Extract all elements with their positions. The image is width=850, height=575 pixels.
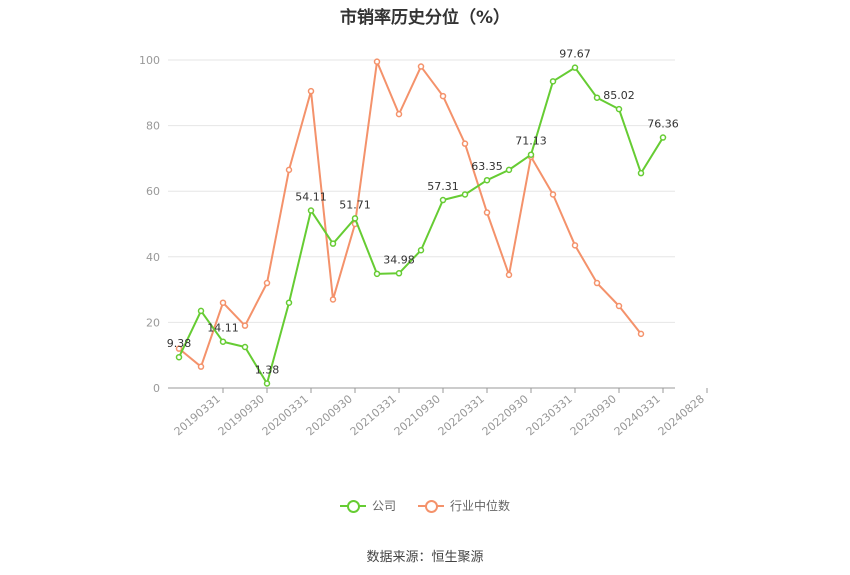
data-point-company <box>219 338 227 345</box>
series-line-company <box>178 66 664 385</box>
data-point-industry <box>241 322 249 329</box>
data-label: 57.31 <box>427 180 459 193</box>
data-point-industry <box>483 209 491 216</box>
data-point-company <box>351 215 359 222</box>
data-point-company <box>571 64 579 71</box>
series-line-industry <box>178 60 642 368</box>
data-point-industry <box>505 271 513 279</box>
chart-legend: 公司 行业中位数 <box>0 497 850 514</box>
data-point-industry <box>461 140 469 147</box>
x-tick-label: 20210331 <box>348 392 399 438</box>
data-point-industry <box>417 63 425 70</box>
legend-marker-company <box>339 499 366 513</box>
data-point-company <box>439 196 447 204</box>
data-source-note: 数据来源：恒生聚源 <box>366 550 484 565</box>
data-point-company <box>659 134 667 141</box>
data-point-industry <box>571 242 579 249</box>
data-point-company <box>593 94 601 101</box>
line-chart: 0 20 40 60 80 100 2019033120190930202003312020… <box>139 48 708 438</box>
data-point-industry <box>263 279 271 287</box>
data-point-company <box>285 299 293 306</box>
data-point-industry <box>395 110 403 118</box>
data-point-company <box>637 169 645 177</box>
data-label: 34.98 <box>383 253 415 266</box>
x-tick-label: 20230930 <box>568 392 619 438</box>
x-tick-label: 20230331 <box>524 392 575 438</box>
y-tick-label: 40 <box>146 251 160 264</box>
data-point-company <box>395 270 403 277</box>
y-tick-label: 0 <box>153 382 160 395</box>
data-point-industry <box>175 345 183 352</box>
x-tick-label: 20220930 <box>480 392 531 438</box>
data-label: 85.02 <box>603 89 635 102</box>
data-label: 9.38 <box>167 337 192 350</box>
x-tick-label: 20220331 <box>436 392 487 438</box>
x-tick-label: 20200331 <box>260 392 311 438</box>
data-label: 97.67 <box>559 48 591 61</box>
data-point-company <box>417 246 425 254</box>
x-tick-label: 20200930 <box>304 392 355 438</box>
data-point-industry <box>593 279 601 287</box>
y-tick-label: 80 <box>146 120 160 133</box>
data-point-industry <box>285 166 293 174</box>
data-label: 63.35 <box>471 160 503 173</box>
data-point-company <box>461 191 469 198</box>
legend-label-industry: 行业中位数 <box>450 499 511 513</box>
x-tick-label: 20190331 <box>172 392 223 438</box>
legend-item-industry[interactable]: 行业中位数 <box>418 497 510 514</box>
data-point-industry <box>549 191 557 198</box>
data-point-company <box>197 307 205 315</box>
legend-label-company: 公司 <box>371 499 396 513</box>
legend-marker-industry <box>418 499 444 513</box>
data-point-company <box>329 240 337 247</box>
data-point-company <box>307 207 315 214</box>
y-tick-label: 100 <box>139 54 160 67</box>
data-label: 71.13 <box>515 135 547 148</box>
data-point-company <box>483 176 491 184</box>
data-point-company <box>241 343 249 351</box>
data-point-company <box>373 270 381 278</box>
data-point-industry <box>219 299 227 306</box>
data-point-company <box>549 78 557 85</box>
data-point-company <box>175 353 183 361</box>
data-label: 76.36 <box>647 118 679 131</box>
data-point-company <box>505 166 513 174</box>
data-point-industry <box>329 296 337 303</box>
x-tick-label: 20190930 <box>216 392 267 438</box>
data-point-industry <box>197 363 205 370</box>
data-point-industry <box>373 58 381 65</box>
data-label: 14.11 <box>207 322 239 335</box>
data-label: 51.71 <box>339 198 371 211</box>
data-point-company <box>527 151 535 158</box>
data-point-industry <box>637 330 645 338</box>
data-label: 1.38 <box>255 363 280 376</box>
data-label: 54.11 <box>295 191 327 204</box>
data-point-company <box>615 105 623 113</box>
chart-title: 市销率历史分位（%） <box>339 8 511 28</box>
x-tick-label: 20240828 <box>656 392 707 438</box>
y-tick-label: 60 <box>146 185 160 198</box>
y-tick-label: 20 <box>146 316 160 329</box>
data-point-company <box>263 380 271 387</box>
x-tick-label: 20210930 <box>392 392 443 438</box>
x-tick-label: 20240331 <box>612 392 663 438</box>
data-point-industry <box>615 302 623 310</box>
data-point-industry <box>307 87 315 95</box>
legend-item-company[interactable]: 公司 <box>339 497 396 514</box>
data-point-industry <box>439 92 447 100</box>
